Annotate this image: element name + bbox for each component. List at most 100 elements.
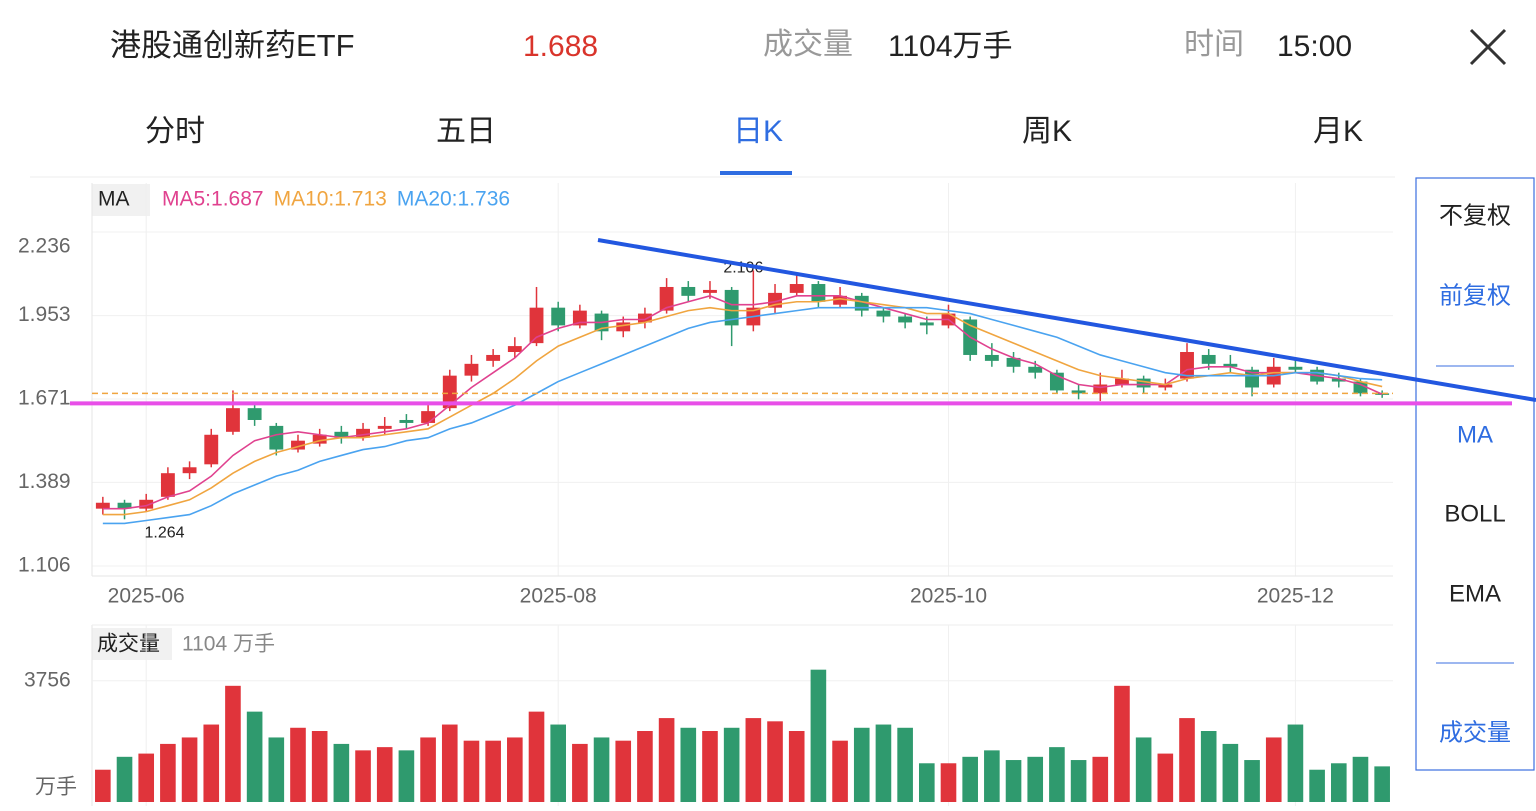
volume-bar <box>290 727 306 802</box>
side-menu-item[interactable]: 不复权 <box>1439 202 1511 229</box>
candle-body <box>399 419 414 423</box>
volume-bar <box>637 731 653 802</box>
volume-bar <box>767 721 783 802</box>
candle-body <box>507 346 522 353</box>
volume-bar <box>1352 756 1369 802</box>
volume-bar <box>138 753 155 802</box>
candle-body <box>529 307 544 344</box>
tab-indicator <box>720 171 792 175</box>
candle-body <box>1223 363 1238 367</box>
candle-body <box>1136 378 1151 388</box>
volume-bar <box>550 724 566 802</box>
x-tick-label: 2025-06 <box>108 585 185 608</box>
volume-bar <box>680 727 697 802</box>
candle-body <box>811 284 826 302</box>
volume-bar <box>1265 737 1282 802</box>
volume-bar <box>984 750 1000 802</box>
tab[interactable]: 五日 <box>436 115 496 148</box>
volume-bar <box>246 711 263 802</box>
side-menu-item[interactable]: 成交量 <box>1439 719 1511 746</box>
volume-bar <box>95 769 111 802</box>
volume-bar <box>1070 760 1087 802</box>
volume-bar <box>420 737 436 802</box>
volume-bar <box>1114 685 1130 802</box>
volume-bar <box>160 743 176 802</box>
candle-body <box>789 284 804 293</box>
volume-bar <box>311 731 328 802</box>
volume-bar <box>853 727 870 802</box>
candle-body <box>1071 390 1086 394</box>
fund-name: 港股通创新药ETF <box>110 28 355 63</box>
candle-body <box>117 502 132 509</box>
close-button[interactable] <box>1469 28 1507 66</box>
volume-bar <box>1135 737 1152 802</box>
volume-bar <box>376 747 393 802</box>
side-menu-item[interactable]: BOLL <box>1444 500 1505 527</box>
y-tick-label: 1.106 <box>18 554 71 577</box>
volume-bar <box>1200 731 1217 802</box>
tab[interactable]: 周K <box>1022 115 1072 148</box>
volume-bar <box>333 743 350 802</box>
min-label: 1.264 <box>145 525 185 542</box>
tab[interactable]: 分时 <box>145 115 205 148</box>
side-menu-item[interactable]: MA <box>1457 421 1493 448</box>
candle-body <box>703 289 717 293</box>
candle-body <box>984 354 999 361</box>
volume-bar <box>615 740 632 802</box>
candle-body <box>1331 378 1346 382</box>
y-tick-label: 1.671 <box>18 387 71 410</box>
side-menu-item[interactable]: 前复权 <box>1439 282 1511 309</box>
volume-bar <box>1092 756 1109 802</box>
candle-body <box>1245 369 1259 388</box>
volume-bar <box>225 685 241 802</box>
candle-body <box>182 467 197 474</box>
candle-body <box>1028 366 1043 373</box>
volume-bar <box>181 737 198 802</box>
y-tick-label: 1.953 <box>18 303 71 326</box>
candle-body <box>833 295 848 305</box>
candle-body <box>616 322 631 332</box>
x-tick-label: 2025-08 <box>520 585 597 608</box>
candle-body <box>160 473 175 497</box>
volume-bar <box>1049 747 1065 802</box>
candle-body <box>334 431 349 438</box>
volume-bar <box>745 718 762 802</box>
side-menu-item[interactable]: EMA <box>1449 580 1501 607</box>
candle-body <box>919 322 934 326</box>
x-tick-label: 2025-12 <box>1257 585 1334 608</box>
candle-body <box>204 434 219 465</box>
volume-bar <box>203 724 220 802</box>
candle-body <box>464 363 479 376</box>
volume-bar <box>441 724 458 802</box>
volume-bar <box>658 718 675 802</box>
volume-bar <box>116 756 133 802</box>
candle-body <box>1288 366 1303 370</box>
volume-bar <box>572 743 588 802</box>
candle-body <box>139 499 154 509</box>
tab[interactable]: 日K <box>733 115 783 148</box>
volume-bar <box>1287 724 1304 802</box>
ma-line <box>102 297 1383 516</box>
volume-bar <box>593 737 610 802</box>
candle-body <box>1201 354 1216 364</box>
vol-title: 成交量 <box>97 633 160 656</box>
volume-bar <box>1005 760 1022 802</box>
candle-body <box>442 375 457 409</box>
candle-body <box>356 428 370 438</box>
candle-body <box>421 411 436 423</box>
candle-body <box>637 313 652 323</box>
volume-bar <box>355 750 371 802</box>
candle-body <box>1158 384 1173 388</box>
volume-bar <box>1244 760 1260 802</box>
volume-bar <box>723 727 740 802</box>
volume-bar <box>702 731 718 802</box>
candle-body <box>95 502 110 509</box>
candle-body <box>724 289 739 326</box>
volume-bar <box>1222 743 1239 802</box>
volume-bar <box>940 763 957 802</box>
legend-entry: MA10:1.713 <box>274 188 387 211</box>
tab[interactable]: 月K <box>1313 115 1363 148</box>
ma-line <box>102 295 1383 510</box>
volume-bar <box>1374 766 1390 802</box>
